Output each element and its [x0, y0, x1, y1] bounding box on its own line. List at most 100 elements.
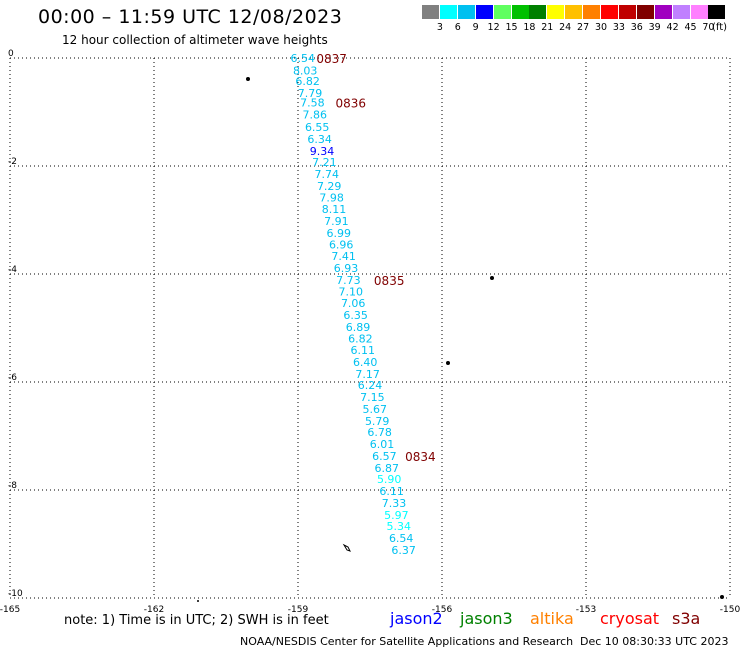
color-scale-label: 27 — [577, 22, 590, 33]
color-scale-label: 3 — [436, 22, 443, 33]
color-scale-swatch — [457, 5, 475, 19]
color-scale-label: 15 — [505, 22, 518, 33]
swh-data-point: 5.90 — [377, 473, 402, 486]
y-tick-label: 0 — [8, 49, 14, 59]
swh-data-point: 7.06 — [341, 297, 366, 310]
y-tick-label: -2 — [8, 157, 17, 167]
color-scale-label: 30 — [594, 22, 608, 33]
swh-data-point: 6.93 — [334, 262, 359, 275]
color-scale-swatch — [493, 5, 511, 19]
color-scale-swatch — [690, 5, 708, 19]
color-scale-swatch — [439, 5, 457, 19]
y-tick-label: -10 — [8, 589, 23, 599]
chart-subtitle: 12 hour collection of altimeter wave hei… — [62, 33, 328, 47]
island-mark — [342, 543, 351, 552]
island-mark — [490, 276, 494, 280]
color-scale-label: 33 — [612, 22, 625, 33]
swh-data-point: 6.54 — [389, 532, 414, 545]
color-scale-swatch — [565, 5, 583, 19]
swh-data-point: 5.79 — [365, 415, 390, 428]
x-tick-label: -150 — [720, 605, 740, 615]
color-scale-label: 12 — [487, 22, 500, 33]
island-mark — [720, 595, 724, 599]
x-tick-label: -159 — [288, 605, 309, 615]
swh-data-point: 6.57 — [372, 450, 397, 463]
y-tick-label: -6 — [8, 373, 17, 383]
x-tick-label: -153 — [576, 605, 596, 615]
legend-jason2: jason2 — [390, 609, 443, 628]
y-tick-label: -4 — [8, 265, 17, 275]
swh-data-point: 6.24 — [358, 379, 383, 392]
color-scale-swatch — [422, 5, 439, 19]
color-scale-swatch — [583, 5, 601, 19]
island-mark — [197, 600, 199, 602]
legend-cryosat: cryosat — [600, 609, 660, 628]
x-tick-label: -162 — [144, 605, 164, 615]
color-scale-label: 24 — [559, 22, 572, 33]
swh-data-point: 7.86 — [303, 109, 328, 122]
footer-timestamp: Dec 10 08:30:33 UTC 2023 — [580, 635, 729, 648]
color-scale-label: 18 — [523, 22, 536, 33]
color-scale-swatch — [708, 5, 726, 19]
swh-data-point: 7.79 — [298, 87, 323, 100]
swh-data-point: 9.34 — [310, 145, 335, 158]
swh-data-point: 7.17 — [355, 368, 380, 381]
swh-data-point: 7.41 — [331, 250, 356, 263]
color-scale-swatch — [636, 5, 654, 19]
swh-data-point: 6.40 — [353, 356, 378, 369]
color-scale-swatch — [511, 5, 529, 19]
swh-data-point: 7.58 — [300, 96, 325, 109]
color-scale-swatch — [475, 5, 493, 19]
color-scale-label: 70 — [702, 22, 715, 33]
chart-title: 00:00 – 11:59 UTC 12/08/2023 — [38, 6, 343, 28]
swh-data-point: 6.54 — [291, 52, 316, 65]
swh-data-point: 6.37 — [391, 544, 416, 557]
color-scale-swatch — [654, 5, 672, 19]
color-scale-label: 45 — [684, 22, 697, 33]
swh-data-point: 6.11 — [351, 344, 376, 357]
legend-jason3: jason3 — [460, 609, 513, 628]
time-label: 0835 — [374, 274, 405, 288]
island-mark — [446, 361, 450, 365]
swh-data-point: 7.10 — [339, 285, 364, 298]
color-scale-label: 42 — [666, 22, 679, 33]
swh-data-point: 7.91 — [324, 215, 349, 228]
swh-data-point: 5.97 — [384, 509, 409, 522]
time-label: 0834 — [405, 450, 436, 464]
swh-data-point: 6.35 — [343, 309, 368, 322]
swh-data-point: 7.33 — [382, 497, 407, 510]
swh-data-point: 5.34 — [387, 520, 412, 533]
swh-data-point: 7.98 — [319, 191, 344, 204]
swh-data-point: 6.96 — [329, 238, 354, 251]
swh-data-point: 7.29 — [317, 180, 342, 193]
color-scale-label: 21 — [541, 22, 554, 33]
color-scale-swatch — [547, 5, 565, 19]
x-tick-label: -156 — [432, 605, 453, 615]
swh-data-point: 6.11 — [379, 485, 404, 498]
color-scale-swatch — [672, 5, 690, 19]
color-scale-swatch — [601, 5, 618, 19]
swh-data-point: 6.87 — [375, 462, 400, 475]
color-scale-label: 9 — [472, 22, 479, 33]
time-label: 0836 — [336, 96, 367, 110]
swh-data-point: 6.01 — [370, 438, 395, 451]
color-scale-label: 6 — [454, 22, 461, 33]
swh-data-point: 5.67 — [363, 403, 388, 416]
swh-data-point: 7.15 — [360, 391, 385, 404]
color-scale-label: 39 — [648, 22, 661, 33]
swh-data-point: 7.74 — [315, 168, 340, 181]
swh-data-point: 7.73 — [336, 274, 361, 287]
footer-note: note: 1) Time is in UTC; 2) SWH is in fe… — [64, 613, 329, 628]
swh-data-point: 6.89 — [346, 321, 371, 334]
color-scale-unit: (ft) — [712, 22, 728, 33]
swh-data-point: 6.99 — [327, 227, 352, 240]
footer-credit: NOAA/NESDIS Center for Satellite Applica… — [240, 635, 574, 648]
color-scale-label: 36 — [630, 22, 643, 33]
swh-data-point: 8.03 — [293, 64, 318, 77]
legend-s3a: s3a — [672, 609, 701, 628]
island-mark — [246, 77, 250, 81]
swh-data-point: 6.34 — [307, 133, 332, 146]
legend-altika: altika — [530, 609, 574, 628]
color-scale-swatch — [618, 5, 636, 19]
